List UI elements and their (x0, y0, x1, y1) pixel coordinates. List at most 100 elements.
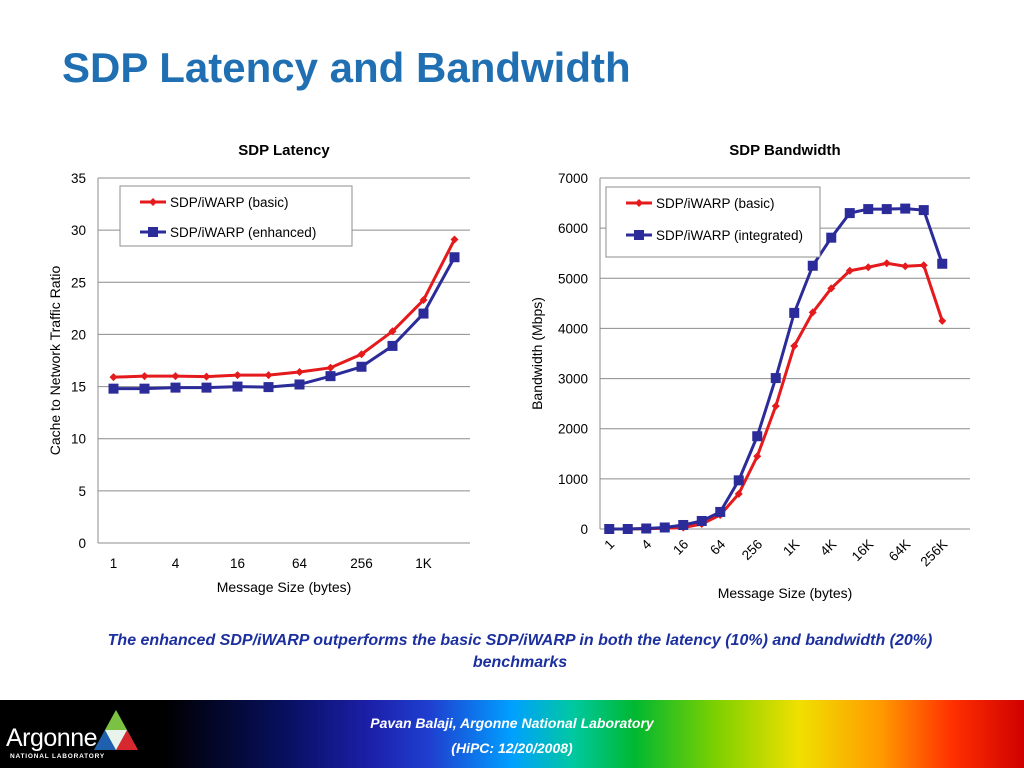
data-point-diamond (140, 372, 149, 381)
y-tick-label: 5000 (558, 271, 588, 286)
data-point-square (715, 506, 726, 517)
y-tick-label: 35 (71, 171, 86, 186)
data-point-square (139, 383, 150, 394)
data-point-diamond (938, 316, 947, 325)
data-point-diamond (901, 262, 910, 271)
data-point-square (201, 382, 212, 393)
data-point-diamond (171, 372, 180, 381)
legend-marker-square (634, 230, 644, 240)
x-axis-label: Message Size (bytes) (718, 585, 853, 601)
latency-chart: SDP Latency 0 5 10 15 20 25 30 35 1 4 16 64 256 1K Mess… (47, 142, 470, 595)
logo-text: Argonne (6, 724, 98, 752)
legend-marker-diamond (635, 199, 643, 207)
data-point-square (863, 204, 874, 215)
data-point-square (770, 373, 781, 384)
data-point-diamond (734, 489, 743, 498)
y-tick-label: 0 (78, 536, 86, 551)
data-point-square (789, 307, 800, 318)
data-point-diamond (845, 266, 854, 275)
series-line-1 (113, 238, 456, 379)
data-point-square (918, 205, 929, 216)
data-point-square (900, 203, 911, 214)
data-point-square (263, 382, 274, 393)
x-tick-label: 4 (172, 556, 180, 571)
logo-triangle-icon (94, 710, 138, 750)
data-point-square (622, 524, 633, 534)
data-point-diamond (790, 341, 799, 350)
data-point-diamond (202, 372, 211, 381)
data-point-square (937, 258, 948, 269)
legend-label: SDP/iWARP (enhanced) (170, 225, 316, 240)
data-point-diamond (827, 284, 836, 293)
x-tick-label: 16K (849, 537, 877, 565)
x-tick-label: 256 (350, 556, 373, 571)
y-tick-label: 0 (580, 522, 588, 537)
chart-title: SDP Latency (238, 142, 330, 159)
slide-caption: The enhanced SDP/iWARP outperforms the b… (107, 632, 933, 671)
data-point-square (696, 515, 707, 526)
argonne-logo: Argonne NATIONAL LABORATORY (6, 708, 146, 764)
x-tick-label: 16 (670, 537, 691, 558)
data-point-square (807, 260, 818, 271)
data-point-diamond (388, 327, 397, 336)
y-tick-label: 3000 (558, 372, 588, 387)
data-point-square (752, 431, 763, 442)
data-point-square (325, 371, 336, 382)
x-tick-label: 64K (886, 537, 914, 565)
data-point-diamond (264, 371, 273, 380)
x-tick-label: 1 (110, 556, 118, 571)
chart-title: SDP Bandwidth (729, 142, 840, 159)
x-tick-label: 4 (638, 536, 654, 552)
data-point-diamond (808, 308, 817, 317)
data-point-square (641, 523, 652, 534)
data-point-diamond (919, 261, 928, 270)
footer-author: Pavan Balaji, Argonne National Laborator… (370, 715, 654, 731)
data-point-diamond (450, 235, 459, 244)
data-point-square (826, 232, 837, 243)
data-point-diamond (326, 363, 335, 372)
data-point-diamond (753, 452, 762, 461)
data-point-square (108, 383, 119, 394)
legend-label: SDP/iWARP (basic) (170, 195, 289, 210)
y-tick-label: 4000 (558, 321, 588, 336)
data-point-square (387, 340, 398, 351)
series-line-1 (609, 261, 944, 531)
slide-title: SDP Latency and Bandwidth (62, 44, 631, 91)
legend-marker-square (148, 227, 158, 237)
x-tick-label: 4K (817, 537, 839, 559)
data-point-square (844, 208, 855, 219)
y-tick-label: 15 (71, 380, 86, 395)
y-tick-label: 7000 (558, 171, 588, 186)
y-axis-label: Cache to Network Traffic Ratio (47, 265, 63, 455)
x-tick-label: 1K (415, 556, 432, 571)
y-tick-label: 10 (71, 432, 86, 447)
legend-box (605, 186, 821, 258)
x-tick-label: 64 (292, 556, 308, 571)
legend-box (119, 185, 353, 247)
footer-event: (HiPC: 12/20/2008) (451, 740, 573, 756)
data-point-square (356, 361, 367, 372)
legend-label: SDP/iWARP (integrated) (656, 228, 803, 243)
x-axis-label: Message Size (bytes) (217, 579, 352, 595)
data-point-square (449, 252, 460, 263)
y-tick-label: 30 (71, 223, 86, 238)
y-tick-label: 2000 (558, 422, 588, 437)
data-point-square (678, 519, 689, 530)
legend-marker-diamond (149, 198, 157, 206)
data-point-diamond (357, 350, 366, 359)
legend-label: SDP/iWARP (basic) (656, 196, 775, 211)
data-point-diamond (109, 373, 118, 382)
y-tick-label: 6000 (558, 221, 588, 236)
y-axis-label: Bandwidth (Mbps) (529, 297, 545, 410)
data-point-diamond (882, 259, 891, 268)
y-tick-label: 20 (71, 327, 86, 342)
y-tick-label: 5 (78, 484, 86, 499)
data-point-square (604, 524, 615, 534)
x-tick-label: 256K (917, 537, 950, 570)
logo-subtext: NATIONAL LABORATORY (10, 753, 106, 760)
data-point-diamond (295, 367, 304, 376)
data-point-diamond (771, 402, 780, 411)
data-point-square (232, 381, 243, 392)
data-point-square (733, 475, 744, 486)
x-tick-label: 256 (739, 537, 766, 564)
